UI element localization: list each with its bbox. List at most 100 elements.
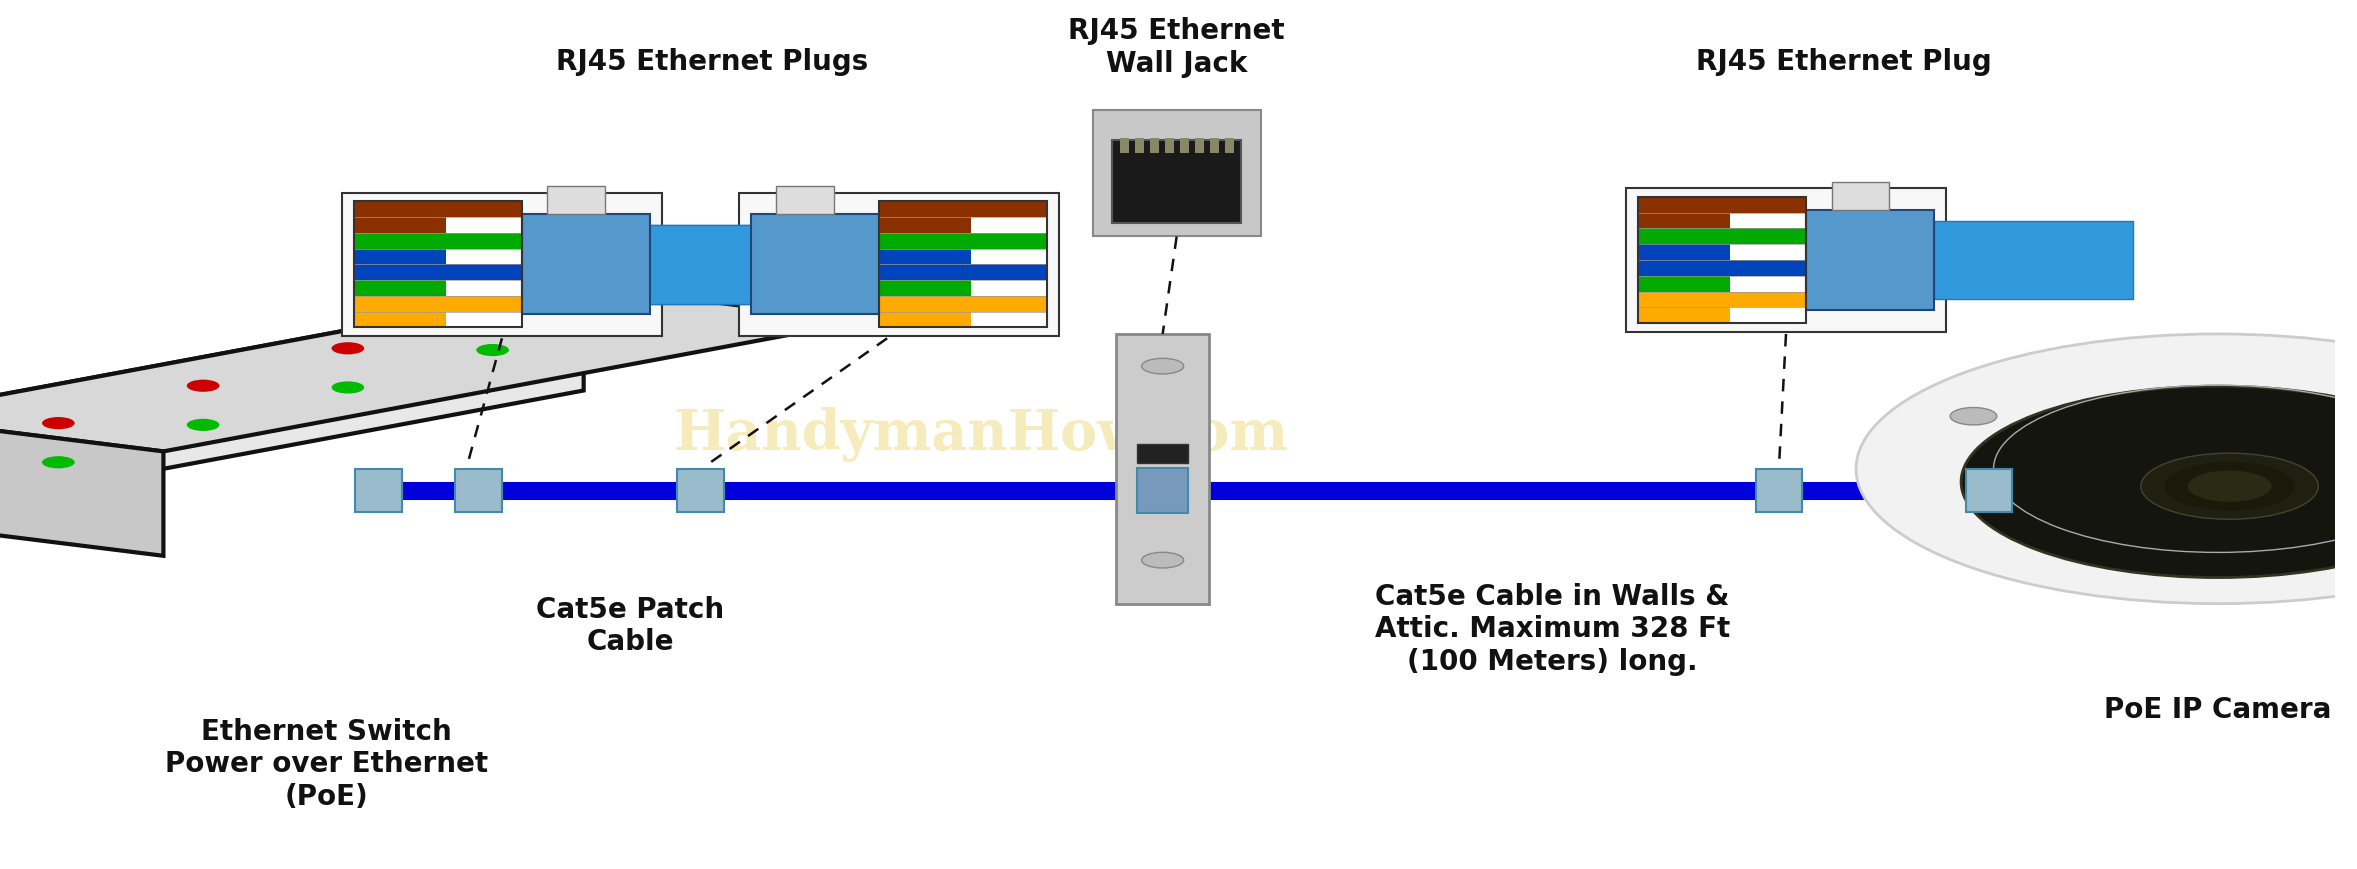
Circle shape [1961,387,2357,578]
Circle shape [1949,408,1996,426]
Bar [1181,138,1190,154]
Bar [1136,138,1143,154]
Bar [1966,469,2013,513]
Bar [1935,222,2133,300]
Polygon shape [0,417,163,556]
Bar [1805,211,1935,311]
Bar [1730,245,1805,261]
Bar [445,265,521,281]
Bar [1638,198,1805,324]
Bar [879,202,971,218]
Bar [1638,261,1730,276]
Bar [879,249,971,265]
Bar [1638,214,1730,229]
Bar [1115,335,1209,604]
Bar [1226,138,1235,154]
Bar [775,187,834,216]
Bar [879,218,971,234]
Bar [354,312,445,328]
Bar [1150,138,1160,154]
Text: Cat5e Patch
Cable: Cat5e Patch Cable [537,595,724,655]
Bar [354,265,445,281]
Bar [1831,182,1890,211]
Bar [1638,292,1730,308]
Bar [521,216,651,315]
Bar [1730,198,1805,214]
Bar [445,312,521,328]
Bar [1113,141,1240,223]
Bar [1730,276,1805,292]
Bar [552,226,750,304]
Bar [1164,138,1174,154]
Bar [1120,138,1129,154]
Bar [879,296,971,312]
Bar [1626,189,1947,332]
Text: PoE IP Camera: PoE IP Camera [2105,695,2331,723]
Bar [879,234,971,249]
Bar [879,312,971,328]
Bar [971,312,1047,328]
Bar [1195,138,1204,154]
Bar [445,296,521,312]
Text: RJ45 Ethernet Plug: RJ45 Ethernet Plug [1697,48,1992,76]
Bar [354,249,445,265]
Circle shape [186,420,219,432]
Text: Ethernet Switch
Power over Ethernet
(PoE): Ethernet Switch Power over Ethernet (PoE… [165,717,488,810]
Circle shape [2140,454,2319,520]
Bar [971,218,1047,234]
Bar [1730,261,1805,276]
Bar [547,187,606,216]
Bar [354,218,445,234]
Bar [1136,468,1188,514]
Circle shape [186,381,219,393]
Bar [1094,110,1261,236]
Bar [1730,229,1805,245]
Bar [971,202,1047,218]
Polygon shape [0,287,863,452]
Text: Cat5e Cable in Walls &
Attic. Maximum 328 Ft
(100 Meters) long.: Cat5e Cable in Walls & Attic. Maximum 32… [1374,582,1730,675]
Bar [455,469,502,513]
Circle shape [42,418,75,430]
Bar [1209,138,1219,154]
Bar [879,265,971,281]
Text: RJ45 Ethernet Plugs: RJ45 Ethernet Plugs [556,48,867,76]
Text: HandymanHow.com: HandymanHow.com [674,407,1287,462]
Bar [445,281,521,296]
Bar [971,296,1047,312]
Bar [879,202,1047,328]
Circle shape [476,344,509,356]
Bar [342,194,662,337]
Bar [879,281,971,296]
Bar [1730,214,1805,229]
Polygon shape [0,287,585,521]
Circle shape [1855,335,2357,604]
Bar [1638,245,1730,261]
Circle shape [1141,553,1183,568]
Bar [738,194,1058,337]
Bar [354,281,445,296]
Bar [356,469,401,513]
Bar [1638,276,1730,292]
Bar [445,249,521,265]
Circle shape [42,457,75,468]
Bar [971,281,1047,296]
Bar [445,202,521,218]
Bar [1638,198,1730,214]
Bar [1730,308,1805,324]
Bar [971,234,1047,249]
Bar [354,296,445,312]
Bar [971,265,1047,281]
Circle shape [476,305,509,318]
Bar [1136,444,1188,463]
Bar [651,226,849,304]
Text: RJ45 Ethernet
Wall Jack: RJ45 Ethernet Wall Jack [1068,17,1285,77]
Bar [1730,292,1805,308]
Bar [354,234,445,249]
Bar [750,216,879,315]
Bar [445,218,521,234]
Bar [1638,229,1730,245]
Bar [971,249,1047,265]
Circle shape [332,382,365,395]
Bar [445,234,521,249]
Bar [354,202,521,328]
